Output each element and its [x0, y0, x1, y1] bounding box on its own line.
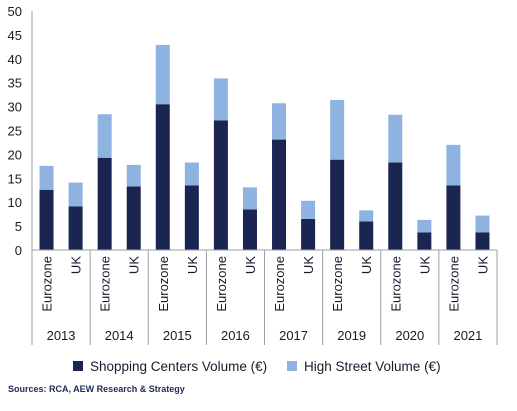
bar-shopping-centers [155, 104, 170, 251]
bar-high-street [97, 114, 112, 158]
y-tick-label: 35 [8, 76, 22, 91]
legend-label-high-street: High Street Volume (€) [304, 359, 441, 374]
bars [39, 44, 490, 251]
category-label: UK [475, 256, 490, 274]
bar-high-street [417, 219, 432, 233]
category-label: Eurozone [272, 256, 287, 312]
category-label: Eurozone [446, 256, 461, 312]
bar-high-street [184, 162, 199, 186]
bar-high-street [475, 215, 490, 233]
bar-shopping-centers [446, 185, 461, 250]
legend-swatch-high-street [287, 361, 297, 371]
category-label: UK [127, 256, 142, 274]
bar-high-street [330, 99, 345, 160]
category-label: UK [359, 256, 374, 274]
y-tick-label: 40 [8, 52, 22, 67]
y-tick-label: 5 [15, 219, 22, 234]
y-axis-tick-labels: 0 5 10 15 20 25 30 35 40 45 50 [8, 4, 22, 258]
y-tick-label: 15 [8, 171, 22, 186]
bar-shopping-centers [359, 221, 374, 250]
bar-high-street [126, 164, 141, 187]
group-label: 2016 [221, 328, 250, 343]
group-label: 2015 [163, 328, 192, 343]
bar-high-street [68, 182, 83, 207]
bar-shopping-centers [388, 162, 403, 250]
bar-shopping-centers [242, 209, 257, 250]
bar-shopping-centers [68, 206, 83, 250]
group-label: 2013 [47, 328, 76, 343]
category-label: UK [243, 256, 258, 274]
bar-high-street [213, 78, 228, 121]
category-label: UK [185, 256, 200, 274]
category-label: Eurozone [388, 256, 403, 312]
group-label: 2017 [279, 328, 308, 343]
bar-high-street [155, 44, 170, 105]
legend-swatch-shopping-centers [73, 361, 83, 371]
category-label: Eurozone [40, 256, 55, 312]
bar-shopping-centers [301, 218, 316, 250]
bar-high-street [446, 144, 461, 186]
group-label: 2021 [453, 328, 482, 343]
bar-shopping-centers [126, 186, 141, 250]
y-tick-label: 25 [8, 124, 22, 139]
y-tick-label: 50 [8, 4, 22, 19]
category-label: Eurozone [98, 256, 113, 312]
bar-high-street [301, 200, 316, 219]
source-note: Sources: RCA, AEW Research & Strategy [8, 384, 185, 394]
category-label: UK [69, 256, 84, 274]
bar-shopping-centers [272, 139, 287, 250]
bar-high-street [388, 114, 403, 163]
group-label: 2020 [395, 328, 424, 343]
legend-label-shopping-centers: Shopping Centers Volume (€) [90, 359, 267, 374]
bar-high-street [272, 103, 287, 140]
category-labels: Eurozone UK Eurozone UK Eurozone UK Eurozone UK… [40, 256, 491, 312]
y-tick-label: 30 [8, 100, 22, 115]
bar-shopping-centers [97, 157, 112, 250]
y-tick-label: 10 [8, 195, 22, 210]
bar-high-street [39, 165, 54, 190]
bar-shopping-centers [213, 120, 228, 250]
legend: Shopping Centers Volume (€) High Street … [73, 359, 441, 374]
category-label: UK [301, 256, 316, 274]
category-label: Eurozone [214, 256, 229, 312]
bar-high-street [242, 187, 257, 210]
y-tick-label: 0 [15, 243, 22, 258]
category-label: UK [417, 256, 432, 274]
bar-shopping-centers [475, 232, 490, 250]
bar-high-street [359, 210, 374, 222]
y-tick-label: 45 [8, 28, 22, 43]
y-tick-label: 20 [8, 147, 22, 162]
bar-shopping-centers [184, 185, 199, 250]
category-label: Eurozone [330, 256, 345, 312]
axes [31, 11, 498, 345]
group-labels: 2013 2014 2015 2016 2017 2019 2020 2021 [47, 328, 483, 343]
bar-shopping-centers [417, 232, 432, 250]
bar-shopping-centers [330, 159, 345, 250]
group-label: 2019 [337, 328, 366, 343]
bar-shopping-centers [39, 189, 54, 250]
category-label: Eurozone [156, 256, 171, 312]
group-label: 2014 [105, 328, 134, 343]
